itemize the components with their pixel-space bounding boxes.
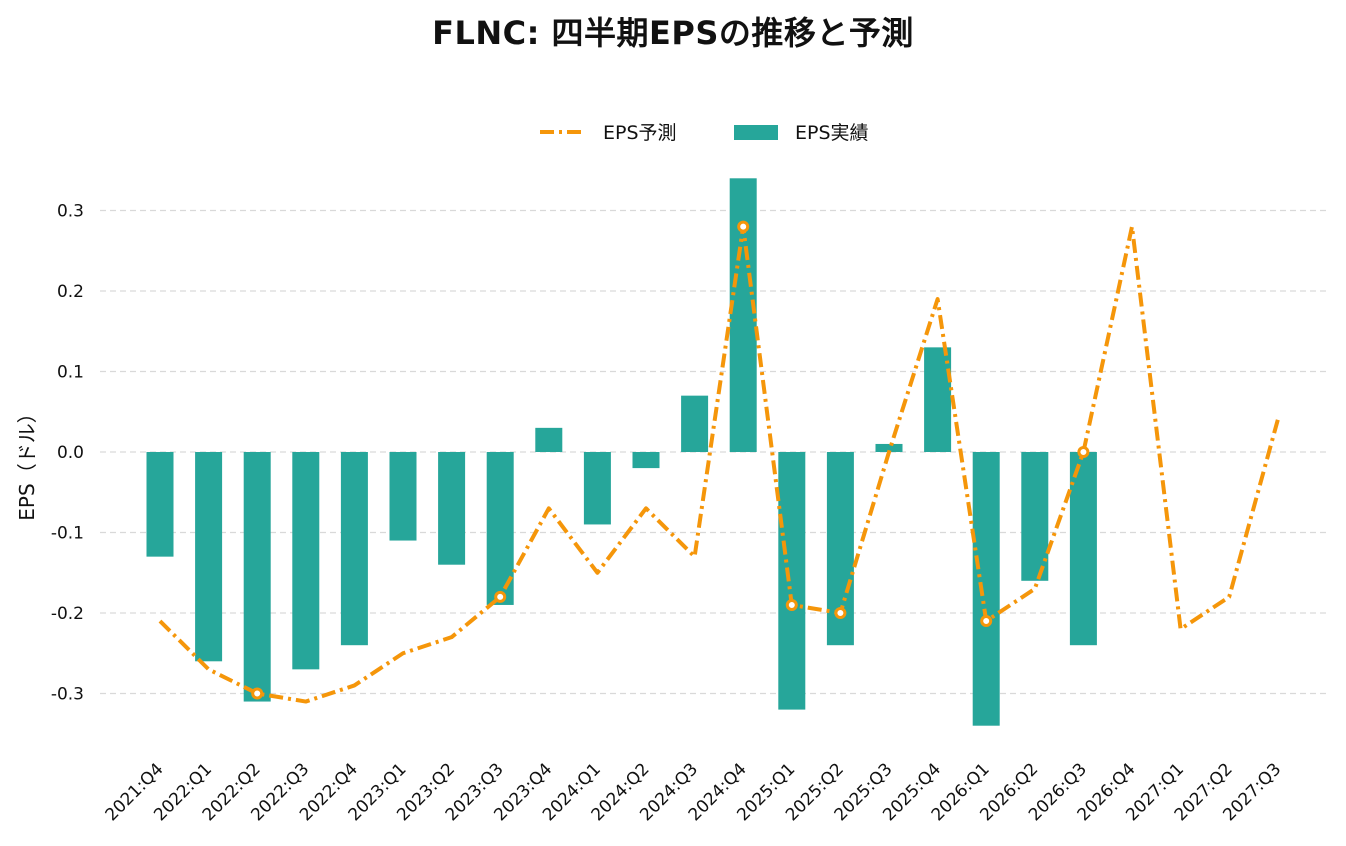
- bar: [146, 452, 174, 557]
- forecast-point: [494, 590, 507, 603]
- forecast-point: [785, 598, 798, 611]
- bar: [729, 178, 757, 453]
- forecast-line: [158, 224, 1280, 704]
- legend-label-actual: EPS実績: [795, 122, 869, 144]
- y-tick-label: -0.2: [51, 604, 84, 624]
- y-tick-label: 0.2: [57, 282, 84, 302]
- forecast-point: [1077, 446, 1090, 458]
- bar: [243, 452, 271, 702]
- bar: [340, 452, 368, 646]
- forecast-point: [834, 607, 847, 619]
- chart-title: FLNC: 四半期EPSの推移と予測: [432, 14, 914, 52]
- line-series: [158, 220, 1280, 704]
- bar: [535, 427, 563, 452]
- y-tick-label: -0.3: [51, 685, 84, 705]
- legend: EPS予測 EPS実績: [540, 122, 869, 144]
- y-tick-label: 0.3: [57, 202, 84, 222]
- forecast-point: [737, 220, 750, 233]
- grid-lines: [100, 209, 1330, 695]
- forecast-point: [980, 615, 993, 628]
- bar: [875, 443, 903, 452]
- y-axis-label: EPS（ドル）: [15, 403, 39, 520]
- bar: [292, 452, 320, 670]
- bar: [681, 395, 709, 452]
- bar: [583, 452, 611, 525]
- y-tick-label: -0.1: [51, 524, 84, 544]
- bar: [924, 347, 952, 452]
- forecast-point: [251, 687, 264, 700]
- bar: [438, 452, 466, 565]
- x-axis-ticks: 2021:Q42022:Q12022:Q22022:Q32022:Q42023:…: [102, 759, 1286, 825]
- bar: [1021, 452, 1049, 581]
- y-tick-label: 0.1: [57, 363, 84, 383]
- legend-swatch-actual: [734, 125, 778, 140]
- y-axis-ticks: -0.3 -0.2 -0.1 0.0 0.1 0.2 0.3: [51, 202, 84, 705]
- legend-label-forecast: EPS予測: [603, 122, 677, 144]
- bar: [389, 452, 417, 541]
- bar-series: [146, 178, 1097, 726]
- bar: [778, 452, 806, 710]
- bar: [1069, 452, 1097, 646]
- y-tick-label: 0.0: [57, 443, 84, 463]
- bar: [195, 452, 223, 662]
- bar: [972, 452, 1000, 726]
- bar: [632, 452, 660, 469]
